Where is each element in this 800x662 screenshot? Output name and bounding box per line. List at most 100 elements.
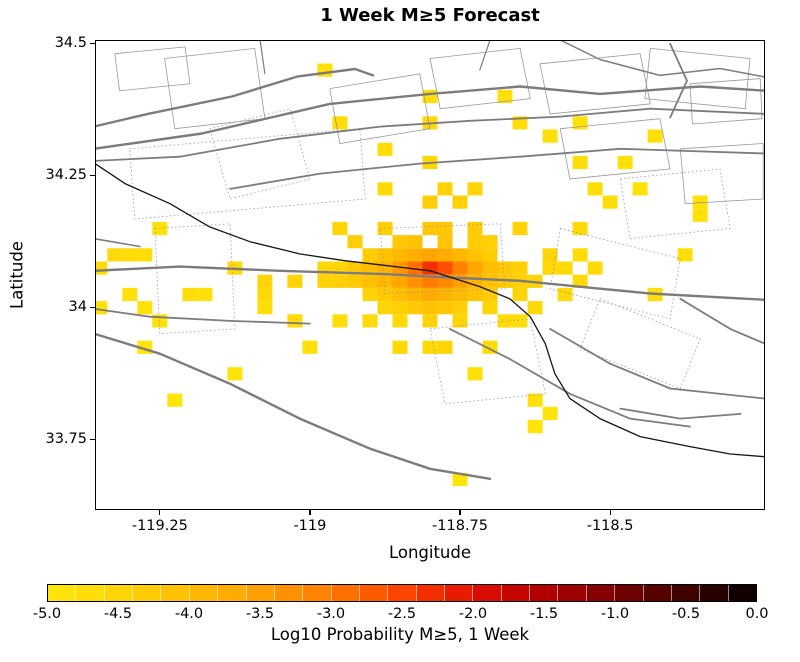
probability-cell: [692, 195, 708, 209]
fault-line: [679, 297, 765, 345]
y-tick-label: 34.25: [45, 166, 87, 183]
probability-cell: [497, 261, 513, 275]
chart-title: 1 Week M≥5 Forecast: [320, 5, 540, 26]
probability-cell: [437, 261, 453, 275]
fault-zone-outline: [329, 73, 431, 144]
fault-line: [448, 327, 691, 428]
probability-cell: [332, 274, 348, 288]
probability-cell: [452, 287, 468, 302]
probability-cell: [557, 287, 573, 302]
map-plot-area: [95, 40, 765, 510]
probability-cell: [392, 314, 408, 328]
probability-cell: [257, 287, 273, 302]
probability-cell: [572, 274, 588, 288]
fault-line: [95, 107, 765, 162]
fault-zone-outline: [549, 228, 681, 320]
probability-cell: [422, 340, 438, 354]
probability-cell: [587, 261, 603, 275]
probability-cell: [467, 248, 483, 262]
probability-cell: [422, 274, 438, 288]
colorbar-gradient: [48, 585, 756, 601]
colorbar-segment: [330, 585, 359, 601]
probability-cell: [287, 274, 303, 288]
colorbar-segment: [387, 585, 416, 601]
probability-cell: [437, 221, 453, 236]
colorbar-segment: [217, 585, 246, 601]
colorbar-segment: [699, 585, 728, 601]
probability-cell: [572, 221, 588, 236]
probability-cell: [467, 261, 483, 275]
probability-cell: [437, 248, 453, 262]
probability-cell: [407, 235, 423, 249]
probability-cell: [527, 420, 543, 434]
probability-cell: [572, 155, 588, 170]
probability-cell: [392, 261, 408, 275]
probability-cell: [527, 393, 543, 407]
probability-cell: [227, 367, 243, 381]
colorbar-segment: [48, 585, 76, 601]
probability-cell: [437, 235, 453, 249]
fault-line: [559, 40, 765, 78]
probability-cell: [377, 248, 393, 262]
probability-cell: [467, 235, 483, 249]
colorbar-segment: [472, 585, 501, 601]
probability-cell: [362, 314, 378, 328]
fault-zone-outline: [164, 47, 266, 130]
fault-line: [95, 308, 311, 325]
probability-cell: [437, 301, 453, 315]
probability-cell: [452, 248, 468, 262]
colorbar-segment: [302, 585, 331, 601]
probability-cell: [377, 274, 393, 288]
colorbar-segment: [188, 585, 218, 601]
probability-cell: [467, 221, 483, 236]
fault-line: [95, 265, 765, 301]
probability-cell: [587, 182, 603, 196]
x-tick-mark: [309, 510, 311, 515]
probability-cell: [467, 274, 483, 288]
fault-zone-outline: [379, 223, 506, 294]
y-tick-label: 34: [68, 298, 87, 315]
x-tick-mark: [609, 510, 611, 515]
probability-cell: [452, 314, 468, 328]
probability-cell: [407, 248, 423, 262]
probability-cell: [482, 301, 498, 315]
fault-line: [95, 332, 492, 480]
fault-zone-outline: [154, 223, 236, 335]
probability-cell: [95, 301, 108, 315]
y-tick-label: 34.5: [54, 34, 87, 51]
probability-cell: [332, 116, 348, 130]
probability-cell: [317, 274, 333, 288]
probability-cell: [287, 314, 303, 328]
colorbar-segment: [75, 585, 104, 601]
probability-cell: [392, 248, 408, 262]
fault-zone-outline: [619, 168, 731, 240]
probability-cell: [407, 274, 423, 288]
probability-cell: [467, 182, 483, 196]
probability-cell: [422, 195, 438, 209]
colorbar-segment: [358, 585, 388, 601]
colorbar-segment: [132, 585, 161, 601]
fault-zone-outline: [559, 118, 671, 180]
colorbar-label: Log10 Probability M≥5, 1 Week: [270, 625, 530, 644]
colorbar-segment: [103, 585, 133, 601]
probability-cell: [647, 129, 663, 143]
fault-zone-outline: [679, 143, 764, 205]
probability-cell: [482, 287, 498, 302]
probability-cell: [95, 261, 108, 275]
colorbar-segment: [557, 585, 586, 601]
probability-cell: [422, 301, 438, 315]
colorbar-segment: [727, 585, 756, 601]
x-tick-label: -118.5: [586, 518, 634, 534]
probability-cell: [482, 235, 498, 249]
probability-cell: [512, 116, 528, 130]
probability-cell: [617, 155, 633, 170]
probability-cell: [677, 248, 693, 262]
probability-cell: [542, 406, 558, 420]
colorbar-segment: [444, 585, 473, 601]
colorbar-segment: [585, 585, 615, 601]
probability-cell: [422, 248, 438, 262]
fault-line: [95, 238, 141, 248]
probability-cell: [392, 235, 408, 249]
probability-cell: [362, 248, 378, 262]
probability-cell: [572, 248, 588, 262]
